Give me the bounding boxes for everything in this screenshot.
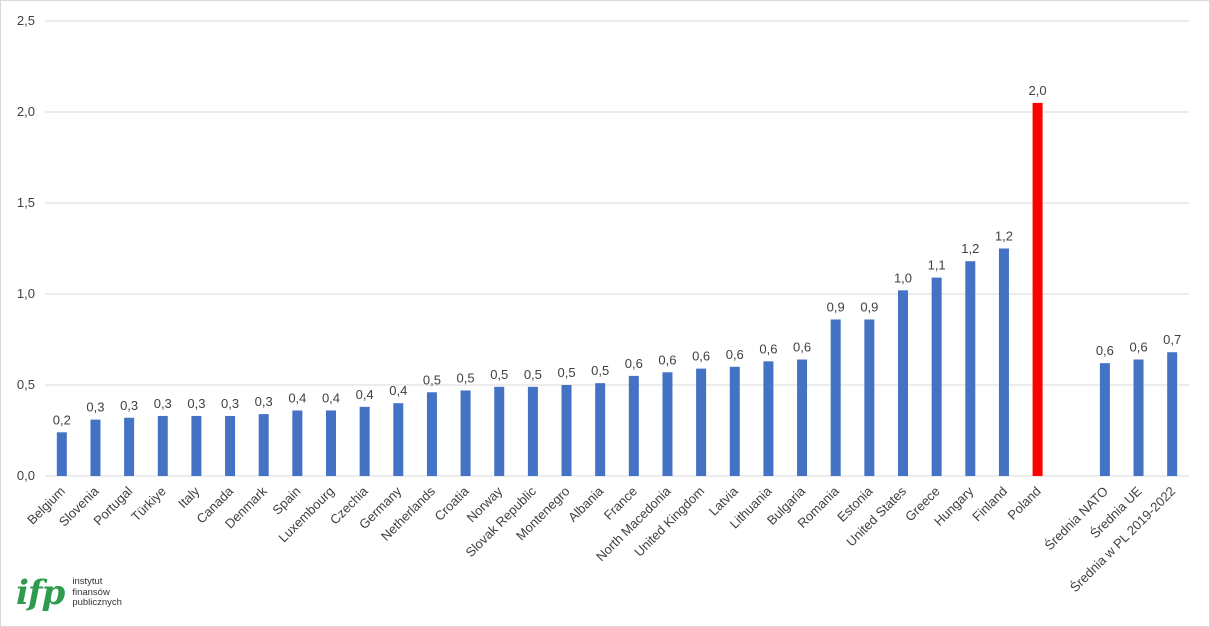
bar-finland: [998, 248, 1009, 476]
data-label: 0,6: [1129, 340, 1147, 355]
bar-albania: [595, 383, 606, 476]
logo-text: instytut finansów publicznych: [72, 577, 122, 609]
data-label: 0,3: [255, 394, 273, 409]
x-tick-label: Albania: [565, 483, 607, 525]
bar-netherlands: [426, 392, 437, 476]
data-label: 0,3: [154, 396, 172, 411]
bar-latvia: [729, 366, 740, 476]
data-label: 0,6: [625, 356, 643, 371]
logo-line-3: publicznych: [72, 597, 122, 609]
y-tick-label: 0,5: [17, 377, 35, 392]
data-label: 0,6: [692, 349, 710, 364]
bar-portugal: [124, 417, 135, 476]
bar-united-kingdom: [696, 368, 707, 476]
bar-denmark: [258, 414, 269, 476]
y-tick-label: 1,5: [17, 195, 35, 210]
data-label: 0,5: [457, 370, 475, 385]
data-label: 0,4: [356, 387, 374, 402]
data-label: 0,4: [288, 390, 306, 405]
data-label: 0,6: [793, 340, 811, 355]
logo-mark: ifp: [16, 573, 65, 613]
y-tick-label: 2,5: [17, 13, 35, 28]
bar-hungary: [965, 261, 976, 476]
ifp-logo: ifp instytut finansów publicznych: [16, 576, 122, 610]
x-tick-label: Poland: [1004, 484, 1043, 523]
bar-slovak-republic: [527, 386, 538, 476]
x-tick-label: Italy: [175, 483, 203, 511]
bar-canada: [225, 415, 236, 476]
data-label: 0,5: [423, 372, 441, 387]
bar-belgium: [56, 432, 67, 476]
bar-united-states: [898, 290, 908, 476]
logo-line-2: finansów: [72, 586, 110, 598]
bar-greece: [931, 277, 942, 476]
bar-croatia: [460, 390, 471, 476]
bar-spain: [292, 410, 303, 476]
data-label: 0,6: [1096, 343, 1114, 358]
bar-slovenia: [90, 419, 101, 476]
data-label: 0,5: [591, 363, 609, 378]
data-label: 1,2: [961, 241, 979, 256]
data-label: 0,6: [759, 341, 777, 356]
data-label: 0,7: [1163, 332, 1181, 347]
data-label: 0,6: [658, 352, 676, 367]
data-label: 0,3: [187, 396, 205, 411]
data-label: 0,5: [524, 367, 542, 382]
data-label: 0,6: [726, 347, 744, 362]
data-label: 1,0: [894, 270, 912, 285]
data-label: 1,2: [995, 229, 1013, 244]
bar-montenegro: [561, 385, 572, 476]
bar-italy: [191, 415, 202, 476]
data-label: 0,5: [557, 365, 575, 380]
bar-germany: [393, 403, 404, 476]
y-tick-label: 0,0: [17, 468, 35, 483]
x-tick-label: Türkiye: [128, 484, 169, 525]
data-label: 0,5: [490, 367, 508, 382]
data-label: 0,3: [120, 398, 138, 413]
bar-luxembourg: [326, 410, 336, 476]
data-label: 2,0: [1029, 83, 1047, 98]
data-label: 0,9: [860, 299, 878, 314]
bar-romania: [830, 319, 841, 476]
y-tick-label: 2,0: [17, 104, 35, 119]
bar-norway: [494, 386, 505, 476]
data-label: 1,1: [928, 258, 946, 273]
logo-line-1: instytut: [72, 576, 103, 588]
data-label: 0,3: [221, 396, 239, 411]
data-label: 0,4: [389, 383, 407, 398]
x-tick-label: Finland: [969, 484, 1010, 525]
data-label: 0,9: [827, 299, 845, 314]
bar-france: [628, 375, 639, 476]
bar-poland: [1032, 102, 1043, 477]
data-label: 0,3: [86, 400, 104, 415]
bar--rednia-nato: [1099, 363, 1110, 476]
bar--rednia-ue: [1133, 359, 1144, 476]
bar-estonia: [864, 319, 875, 476]
y-tick-label: 1,0: [17, 286, 35, 301]
bar-t-rkiye: [157, 415, 168, 476]
data-label: 0,4: [322, 390, 340, 405]
bar--rednia-w-pl-2019-2022: [1167, 352, 1178, 476]
bar-czechia: [359, 406, 370, 476]
bar-bulgaria: [797, 359, 808, 476]
bar-lithuania: [763, 361, 774, 476]
data-label: 0,2: [53, 412, 71, 427]
bar-north-macedonia: [662, 372, 673, 476]
